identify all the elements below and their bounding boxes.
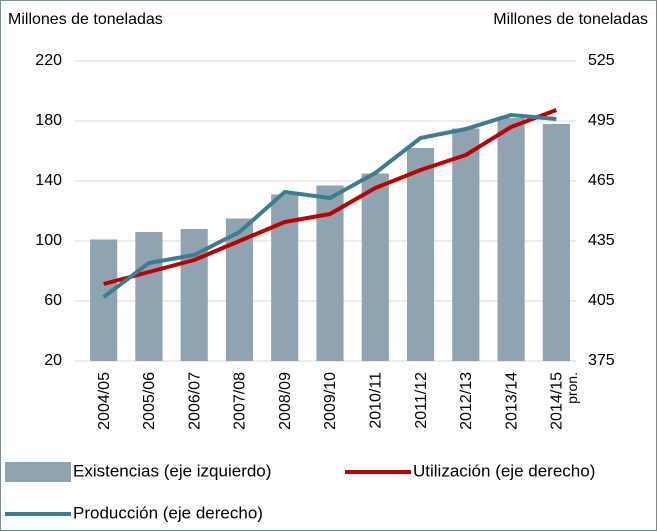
y2-tick-label: 525	[588, 52, 615, 69]
y2-tick-label: 405	[588, 292, 615, 309]
y2-tick-label: 465	[588, 172, 615, 189]
line	[103, 108, 558, 286]
line	[102, 113, 557, 299]
legend-label: Utilización (eje derecho)	[413, 461, 595, 480]
y-tick-label: 100	[35, 232, 62, 249]
x-tick-label: 2006/07	[186, 372, 203, 430]
x-tick-label: 2012/13	[458, 372, 475, 430]
x-tick-label: 2005/06	[141, 372, 158, 430]
bar	[452, 128, 480, 361]
x-tick-label: 2014/15	[549, 372, 566, 430]
x-tick-label: 2013/14	[503, 372, 520, 430]
bar	[497, 118, 525, 361]
y2-tick-label: 435	[588, 232, 615, 249]
x-tick-label: 2008/09	[277, 372, 294, 430]
y-tick-label: 180	[35, 112, 62, 129]
x-tick-label: 2009/10	[322, 372, 339, 430]
bar	[135, 232, 163, 361]
y2-axis-title: Millones de toneladas	[493, 11, 648, 28]
bar	[406, 148, 435, 361]
annotation: pron.	[564, 372, 580, 404]
legend-label: Producción (eje derecho)	[73, 503, 263, 522]
x-tick-label: 2010/11	[367, 372, 384, 429]
y-tick-label: 20	[44, 352, 62, 369]
bar	[361, 173, 389, 361]
y-axis-title: Millones de toneladas	[8, 11, 163, 28]
y-tick-label: 140	[35, 172, 62, 189]
y2-tick-label: 375	[588, 352, 615, 369]
legend-swatch	[5, 462, 71, 482]
x-tick-label: 2011/12	[413, 372, 430, 429]
legend-label: Existencias (eje izquierdo)	[73, 461, 271, 480]
x-tick-label: 2004/05	[96, 372, 113, 430]
y-tick-label: 60	[44, 292, 62, 309]
y2-tick-label: 495	[588, 112, 615, 129]
x-tick-label: 2007/08	[232, 372, 249, 430]
bar	[90, 239, 118, 361]
y-tick-label: 220	[35, 52, 62, 69]
bar	[542, 124, 570, 361]
